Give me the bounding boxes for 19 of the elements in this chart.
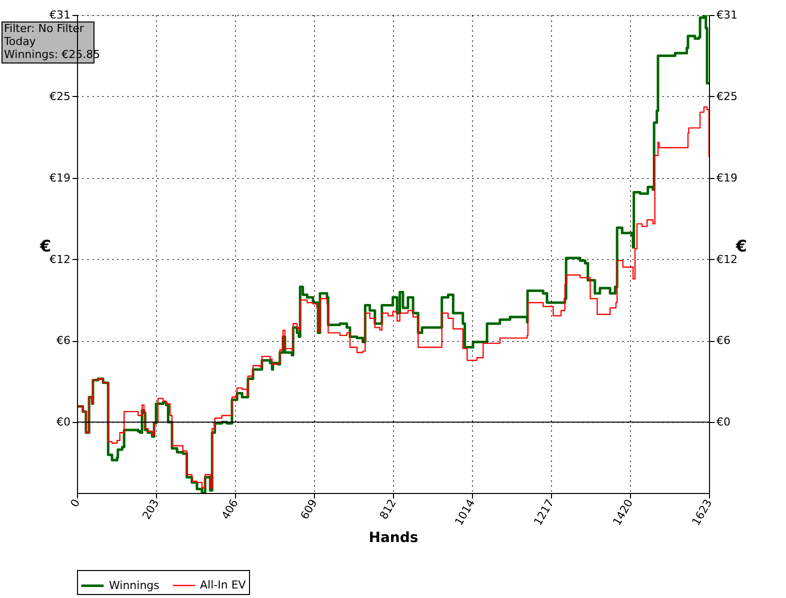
y-tick-label: €0 [56, 416, 70, 429]
legend-label: Winnings [109, 578, 160, 592]
y2-tick-label: €0 [716, 416, 730, 429]
y-axis-title: € [38, 236, 52, 256]
x-axis-title: Hands [368, 530, 418, 546]
y2-axis-title: € [734, 236, 748, 256]
y2-tick-label: €25 [716, 90, 738, 103]
y-tick-label: €31 [50, 8, 70, 22]
y-tick-label: €12 [50, 252, 70, 266]
legend-label: All-In EV [200, 578, 246, 592]
y2-tick-label: €19 [716, 171, 738, 184]
y2-tick-label: €12 [716, 252, 738, 266]
y-tick-label: €6 [56, 334, 70, 348]
y-tick-label: €19 [50, 171, 70, 184]
x-tick-label: 0 [68, 497, 83, 510]
text: Today [3, 35, 36, 48]
y-tick-label: €25 [50, 90, 70, 103]
y2-tick-label: €6 [716, 334, 730, 348]
y2-tick-label: €31 [716, 8, 738, 22]
